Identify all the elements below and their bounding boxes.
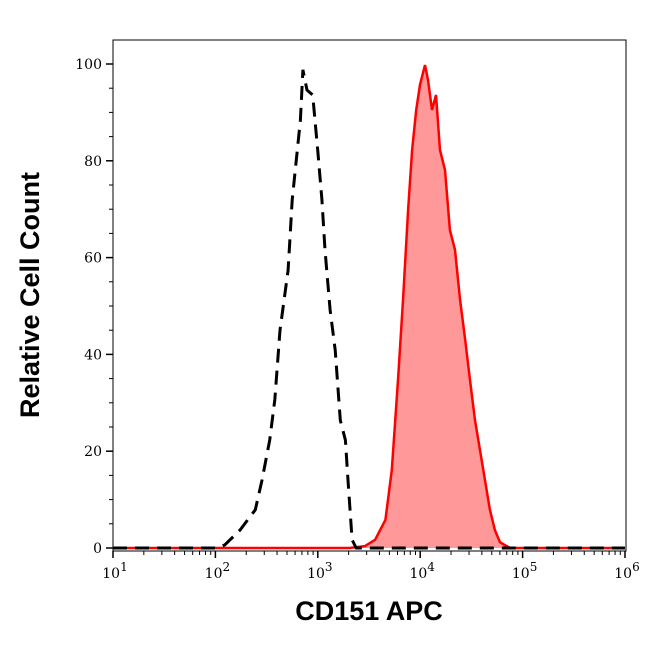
x-tick-label: 104 <box>409 560 435 582</box>
x-tick-label: 101 <box>102 560 127 582</box>
y-tick-label: 80 <box>84 154 102 170</box>
x-tick-label: 106 <box>614 560 639 582</box>
series-layer <box>113 64 625 550</box>
x-tick-label: 105 <box>512 560 537 582</box>
ticks-layer: 101 102 103 104 105 106 0 20 40 60 80 100 <box>75 57 639 582</box>
y-tick-label: 40 <box>84 347 102 363</box>
plot-frame <box>112 39 627 552</box>
series-line-red <box>113 64 625 550</box>
y-axis-title: Relative Cell Count <box>15 172 45 418</box>
y-tick-label: 60 <box>84 251 102 267</box>
y-tick-label: 20 <box>84 444 102 460</box>
y-tick-label: 0 <box>93 541 102 557</box>
x-tick-label: 102 <box>205 560 230 582</box>
y-tick-label: 100 <box>75 57 102 73</box>
series-line-dashed-black <box>113 69 625 550</box>
x-tick-label: 103 <box>307 560 332 582</box>
series-fill-area <box>113 65 625 548</box>
x-axis-title: CD151 APC <box>295 596 443 626</box>
